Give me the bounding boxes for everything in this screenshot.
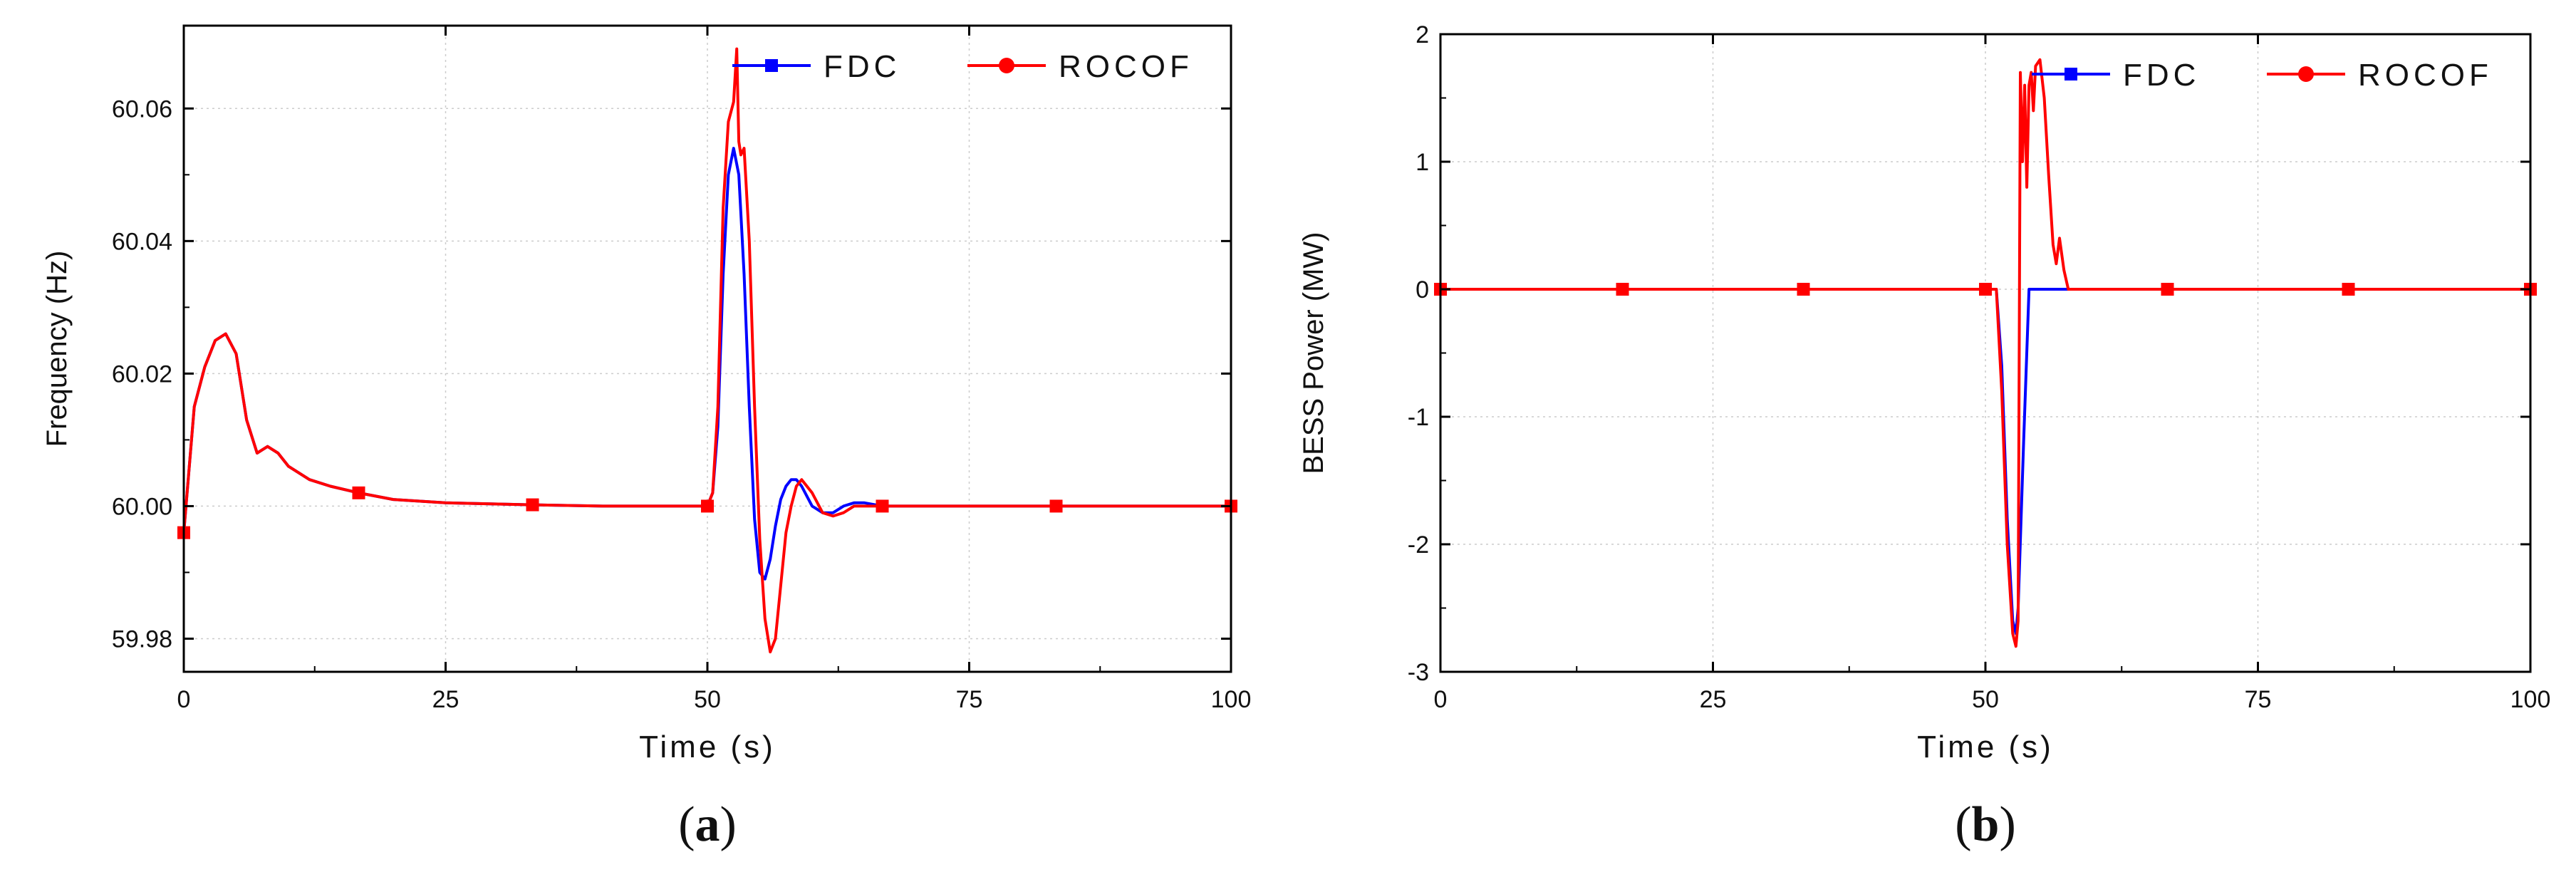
y-tick-label: 60.06 [112, 95, 172, 123]
y-tick-label: -3 [1408, 659, 1429, 686]
x-tick-label: 25 [1700, 686, 1727, 713]
data-point-rocof [1979, 283, 1992, 296]
data-point-rocof [2342, 283, 2355, 296]
x-tick-label: 75 [2245, 686, 2272, 713]
x-tick-label: 50 [694, 686, 721, 713]
legend-marker-square [765, 59, 778, 72]
x-axis-label: Time (s) [639, 730, 776, 764]
y-tick-label: 2 [1416, 21, 1429, 48]
y-tick-label: 1 [1416, 149, 1429, 176]
x-tick-label: 75 [956, 686, 983, 713]
series-line-rocof [184, 47, 1231, 654]
data-point-rocof [1616, 283, 1629, 296]
gridlines [1440, 34, 2530, 672]
x-tick-label: 25 [432, 686, 459, 713]
data-point-rocof [526, 498, 539, 512]
y-tick-label: 60.04 [112, 228, 172, 255]
y-axis-label: BESS Power (MW) [1298, 232, 1329, 474]
legend-marker-circle [2298, 66, 2314, 82]
data-point-rocof [701, 499, 714, 513]
y-tick-label: 0 [1416, 276, 1429, 303]
data-point-rocof [876, 499, 889, 513]
y-tick-label: -2 [1408, 531, 1429, 559]
legend-label-rocof: ROCOF [1059, 49, 1193, 84]
panel-label: (b) [1955, 797, 2016, 852]
data-point-rocof [2161, 283, 2174, 296]
y-tick-label: -1 [1408, 404, 1429, 431]
data-point-rocof [1797, 283, 1810, 296]
legend-label-fdc: FDC [824, 49, 900, 84]
legend-marker-square [2065, 68, 2077, 81]
y-tick-label: 59.98 [112, 626, 172, 653]
x-tick-label: 0 [1434, 686, 1448, 713]
series-line-rocof [1440, 58, 2530, 648]
legend-marker-circle [999, 58, 1014, 73]
plot-area [1440, 58, 2530, 648]
panel-label: (a) [678, 797, 737, 852]
x-tick-label: 50 [1972, 686, 1999, 713]
legend: FDC ROCOF [732, 49, 1193, 84]
legend-label-rocof: ROCOF [2358, 58, 2493, 93]
legend: FDC ROCOF [2032, 58, 2493, 93]
plot-area [184, 47, 1231, 654]
legend-label-fdc: FDC [2123, 58, 2200, 93]
chart-panel-b: 0 25 50 75 100 -3 -2 -1 0 1 2 Time (s) BESS Power (M… [1298, 21, 2550, 852]
x-tick-label: 100 [2510, 686, 2551, 713]
y-axis-label: Frequency (Hz) [41, 251, 73, 447]
gridlines [184, 26, 1231, 672]
data-point-rocof [352, 486, 365, 499]
chart-panel-a: 0 25 50 75 100 59.98 60.00 60.02 60.04 60.06 Time … [41, 24, 1252, 852]
y-tick-label: 60.02 [112, 360, 172, 388]
x-axis-label: Time (s) [1917, 730, 2054, 764]
x-tick-label: 100 [1211, 686, 1252, 713]
x-tick-label: 0 [177, 686, 191, 713]
data-point-rocof [1049, 499, 1063, 513]
y-tick-label: 60.00 [112, 493, 172, 520]
